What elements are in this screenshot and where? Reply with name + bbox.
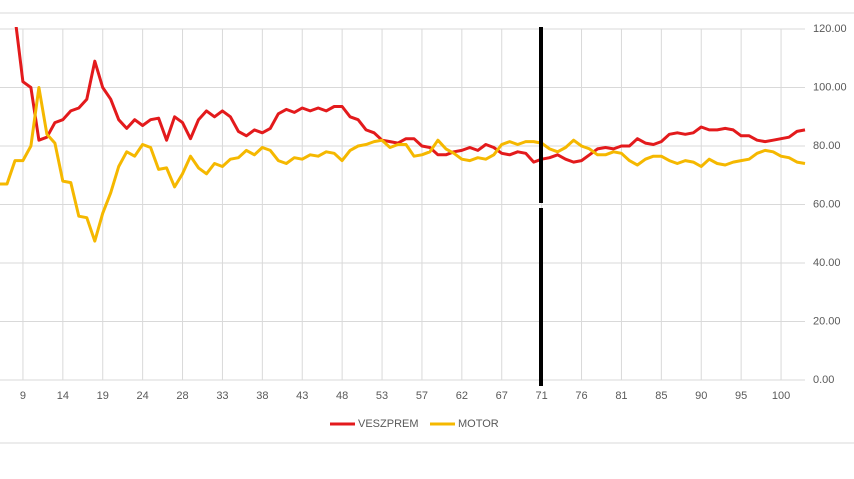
y-tick-label: 120.00 <box>813 23 847 35</box>
x-tick-label: 85 <box>655 390 667 402</box>
y-tick-label: 40.00 <box>813 257 841 269</box>
x-tick-label: 33 <box>216 390 228 402</box>
x-tick-label: 100 <box>772 390 790 402</box>
x-tick-label: 14 <box>57 390 69 402</box>
x-tick-label: 24 <box>137 390 149 402</box>
x-tick-label: 81 <box>615 390 627 402</box>
y-tick-label: 20.00 <box>813 315 841 327</box>
y-tick-label: 60.00 <box>813 198 841 210</box>
x-tick-label: 19 <box>97 390 109 402</box>
legend-label: VESZPREM <box>358 418 419 430</box>
x-tick-label: 9 <box>20 390 26 402</box>
x-tick-label: 38 <box>256 390 268 402</box>
x-tick-label: 67 <box>496 390 508 402</box>
x-tick-label: 95 <box>735 390 747 402</box>
x-tick-label: 48 <box>336 390 348 402</box>
y-tick-label: 100.00 <box>813 81 847 93</box>
y-tick-label: 80.00 <box>813 140 841 152</box>
x-tick-label: 57 <box>416 390 428 402</box>
x-tick-label: 90 <box>695 390 707 402</box>
series-line <box>0 86 806 243</box>
x-tick-label: 76 <box>575 390 587 402</box>
y-tick-label: 0.00 <box>813 374 834 386</box>
legend-label: MOTOR <box>458 418 499 430</box>
x-tick-label: 53 <box>376 390 388 402</box>
series-line <box>14 27 806 164</box>
x-tick-label: 43 <box>296 390 308 402</box>
x-tick-label: 71 <box>536 390 548 402</box>
x-tick-label: 62 <box>456 390 468 402</box>
x-tick-label: 28 <box>176 390 188 402</box>
